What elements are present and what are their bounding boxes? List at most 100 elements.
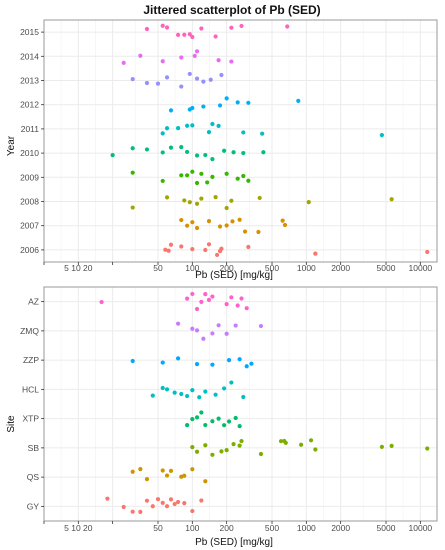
data-point-year-2015	[182, 32, 187, 37]
data-point-year-2009	[205, 180, 210, 185]
data-point-year-2014	[194, 49, 200, 54]
data-point-year-2015	[199, 26, 204, 31]
data-point-year-2010	[261, 150, 266, 155]
x-tick-label: 500	[265, 523, 279, 533]
data-point-year-2014	[179, 55, 184, 60]
data-point-site-XTP	[185, 423, 190, 428]
data-point-site-XTP	[210, 419, 215, 424]
data-point-site-ZMQ	[190, 326, 195, 331]
data-point-year-2013	[208, 77, 213, 82]
x-tick-label: 2000	[331, 523, 350, 533]
x-tick-label: 5 10 20	[64, 523, 93, 533]
data-point-year-2008	[224, 205, 229, 211]
data-point-year-2008	[389, 197, 394, 202]
data-point-year-2010	[179, 144, 184, 150]
data-point-year-2008	[130, 205, 135, 210]
data-point-year-2011	[175, 125, 181, 131]
data-point-year-2014	[216, 58, 221, 63]
data-point-site-SB	[237, 443, 242, 448]
data-point-year-2008	[187, 200, 192, 205]
site-tick-label: ZMQ	[20, 326, 39, 336]
data-point-year-2007	[224, 223, 229, 228]
data-point-site-XTP	[199, 410, 204, 415]
data-point-site-AZ	[244, 306, 249, 311]
x-tick-label: 100	[185, 263, 199, 273]
data-point-year-2014	[160, 59, 165, 64]
data-point-site-ZZP	[194, 362, 200, 367]
year-tick-label: 2006	[20, 245, 39, 255]
data-point-site-SB	[224, 448, 229, 453]
data-point-year-2007	[282, 222, 288, 228]
site-tick-label: QS	[27, 472, 40, 482]
data-point-year-2009	[246, 178, 251, 183]
data-point-site-ZMQ	[210, 331, 215, 336]
data-point-site-AZ	[224, 302, 229, 307]
data-point-year-2007	[194, 225, 200, 231]
data-point-site-GY	[150, 504, 155, 509]
year-tick-label: 2011	[21, 124, 40, 134]
data-point-site-XTP	[226, 419, 232, 424]
data-point-year-2011	[260, 131, 265, 136]
data-point-year-2010	[203, 152, 208, 158]
data-point-year-2012	[190, 105, 195, 111]
data-point-site-ZMQ	[216, 323, 221, 328]
data-point-year-2015	[213, 34, 218, 39]
data-point-year-2010	[194, 153, 200, 158]
x-tick-label: 50	[153, 263, 163, 273]
data-point-site-SB	[210, 452, 215, 457]
data-point-year-2007	[256, 229, 261, 235]
data-point-site-GY	[130, 509, 135, 514]
data-point-year-2006	[215, 252, 220, 258]
data-point-site-HCL	[222, 386, 227, 391]
data-point-year-2013	[194, 76, 200, 81]
data-point-year-2006	[166, 248, 171, 253]
year-axis-label: Year	[6, 135, 17, 156]
data-point-site-AZ	[206, 297, 212, 302]
site-tick-label: HCL	[22, 384, 39, 394]
data-point-year-2013	[164, 75, 170, 80]
data-point-year-2010	[222, 148, 227, 153]
data-point-site-QS	[138, 466, 143, 472]
data-point-year-2013	[179, 84, 184, 89]
data-point-year-2007	[280, 218, 285, 223]
data-point-year-2012	[235, 100, 240, 105]
data-point-site-ZZP	[237, 357, 242, 362]
data-point-year-2011	[379, 133, 384, 138]
bottom-x-axis-label: Pb (SED) [mg/kg]	[195, 537, 273, 548]
year-tick-label: 2014	[20, 51, 39, 61]
panel-border	[43, 286, 438, 522]
data-point-site-ZMQ	[233, 323, 238, 328]
data-point-year-2011	[216, 123, 221, 128]
data-point-year-2014	[138, 53, 143, 58]
data-point-site-ZZP	[160, 360, 165, 365]
data-point-year-2013	[130, 76, 135, 82]
data-point-year-2013	[219, 72, 224, 78]
year-tick-label: 2007	[20, 221, 39, 231]
data-point-site-AZ	[194, 306, 200, 312]
data-point-site-GY	[160, 500, 165, 505]
data-point-site-HCL	[150, 393, 155, 398]
data-point-site-ZMQ	[194, 328, 200, 333]
data-point-site-GY	[182, 500, 187, 506]
data-point-year-2010	[144, 147, 150, 152]
data-point-site-SB	[379, 444, 384, 450]
x-tick-label: 2000	[331, 263, 350, 273]
data-point-site-GY	[172, 501, 177, 507]
data-point-year-2011	[164, 126, 170, 131]
data-point-site-AZ	[210, 294, 215, 299]
data-point-year-2009	[185, 173, 190, 178]
panel-background	[44, 20, 437, 262]
data-point-site-SB	[203, 443, 208, 448]
data-point-site-AZ	[199, 299, 204, 304]
data-point-site-ZZP	[175, 356, 181, 361]
data-point-site-HCL	[197, 395, 202, 400]
data-point-year-2011	[190, 123, 195, 128]
site-scatter-panel: GY QS SB XTP HCL ZZP ZMQ AZ 5 10 20 50 100 200 500 10…	[20, 286, 438, 533]
data-point-site-GY	[175, 499, 181, 505]
x-tick-label: 200	[220, 523, 234, 533]
data-point-site-AZ	[235, 303, 240, 308]
data-point-site-ZMQ	[201, 336, 206, 341]
site-tick-label: AZ	[28, 297, 39, 307]
data-point-year-2007	[217, 224, 223, 229]
x-tick-label: 1000	[297, 523, 316, 533]
